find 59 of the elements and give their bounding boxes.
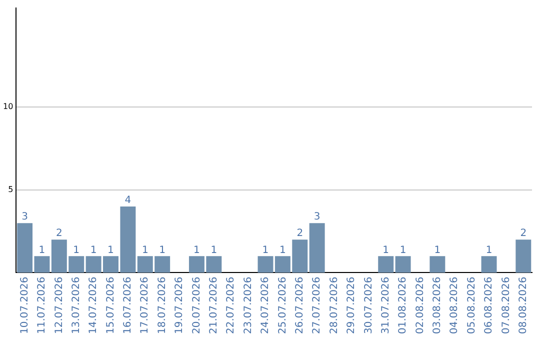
bar: [309, 223, 325, 273]
x-tick-label: 02.08.2026: [414, 276, 426, 334]
data-label: 1: [434, 244, 441, 256]
x-tick-label: 31.07.2026: [380, 276, 392, 334]
x-tick-label: 21.07.2026: [208, 276, 220, 334]
data-label: 4: [124, 195, 132, 206]
x-tick-label: 01.08.2026: [398, 276, 409, 334]
x-tick-label: 08.08.2026: [518, 276, 529, 334]
x-tick-label: 18.07.2026: [156, 276, 168, 334]
data-label: 1: [73, 244, 80, 256]
data-label: 1: [142, 244, 148, 256]
x-tick-label: 30.07.2026: [363, 276, 374, 334]
data-label: 1: [400, 244, 406, 256]
x-tick-label: 27.07.2026: [312, 276, 323, 334]
x-tick-label: 28.07.2026: [328, 276, 340, 334]
data-label: 1: [90, 244, 97, 256]
x-tick-label: 13.07.2026: [70, 276, 82, 334]
data-label: 1: [159, 244, 166, 256]
x-tick-label: 03.08.2026: [432, 276, 444, 334]
x-tick-label: 25.07.2026: [277, 276, 288, 334]
x-tick-label: 12.07.2026: [54, 276, 65, 334]
data-label: 1: [38, 244, 46, 256]
y-tick-label: 10: [2, 102, 14, 112]
x-tick-label: 26.07.2026: [294, 276, 306, 334]
x-tick-label: 24.07.2026: [260, 276, 272, 334]
x-tick-label: 29.07.2026: [346, 276, 358, 334]
x-tick-label: 06.08.2026: [484, 276, 495, 334]
bar: [378, 256, 394, 273]
x-tick-label: 05.08.2026: [466, 276, 478, 334]
data-label: 2: [56, 228, 62, 240]
x-tick-label: 16.07.2026: [122, 276, 134, 334]
data-label: 3: [22, 212, 28, 223]
data-label: 3: [314, 212, 320, 223]
data-label: 1: [194, 244, 200, 256]
bar: [258, 256, 274, 273]
x-tick-label: 11.07.2026: [36, 276, 48, 334]
x-tick-label: 17.07.2026: [140, 276, 151, 334]
data-label: 1: [280, 244, 286, 256]
x-tick-label: 14.07.2026: [88, 276, 100, 334]
bar: [516, 240, 532, 273]
data-label: 1: [210, 244, 218, 256]
x-tick-label: 15.07.2026: [105, 276, 116, 334]
data-label: 1: [486, 244, 492, 256]
x-tick-label: 10.07.2026: [19, 276, 30, 334]
x-tick-label: 07.08.2026: [500, 276, 512, 334]
data-label: 1: [108, 244, 114, 256]
bar: [430, 256, 446, 273]
data-label: 1: [382, 244, 390, 256]
bar: [481, 256, 497, 273]
x-tick-label: 20.07.2026: [191, 276, 202, 334]
x-tick-label: 19.07.2026: [174, 276, 186, 334]
x-tick-label: 22.07.2026: [226, 276, 237, 334]
y-tick-label: 5: [8, 185, 14, 194]
data-label: 2: [520, 228, 527, 240]
bar: [395, 256, 411, 273]
x-tick-label: 23.07.2026: [242, 276, 254, 334]
data-label: 2: [296, 228, 304, 240]
data-label: 1: [262, 244, 269, 256]
x-tick-label: 04.08.2026: [449, 276, 460, 334]
